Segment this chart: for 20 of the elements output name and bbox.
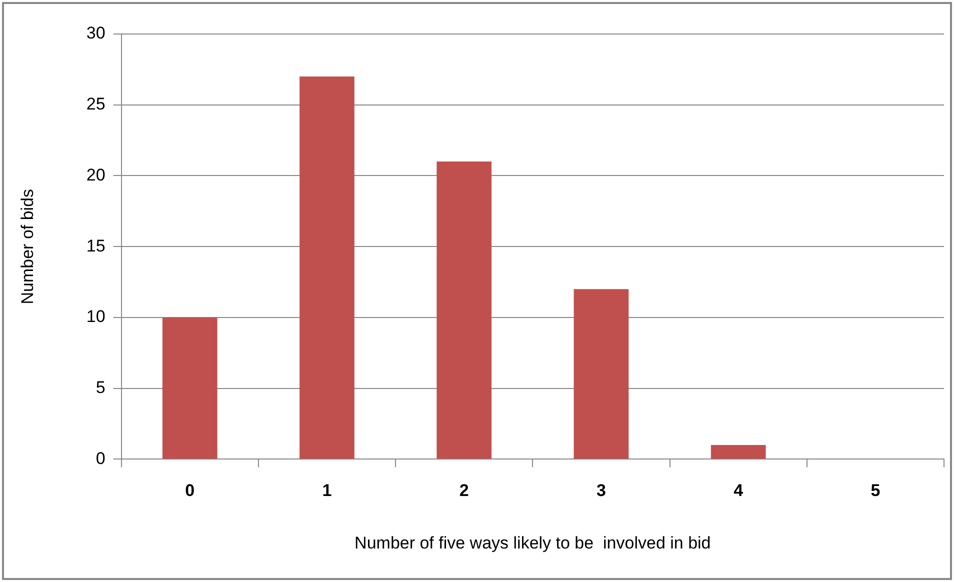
x-tick-label: 1 [322, 481, 332, 500]
bar [436, 162, 492, 459]
y-tick-label: 25 [86, 94, 106, 114]
x-tick-label: 2 [459, 481, 469, 500]
y-tick-label: 20 [86, 165, 106, 184]
y-tick-label: 10 [86, 307, 106, 326]
x-tick-label: 3 [596, 481, 606, 500]
y-tick-label: 5 [96, 378, 106, 398]
bar [710, 445, 766, 459]
x-tick-label: 5 [870, 481, 880, 500]
bar [300, 76, 354, 459]
y-tick-label: 15 [86, 236, 106, 256]
y-tick-label: 0 [96, 448, 106, 468]
x-tick-label: 0 [185, 481, 195, 500]
x-tick-label: 4 [734, 481, 744, 500]
y-axis-title: Number of bids [18, 188, 37, 304]
bar [574, 289, 629, 459]
y-tick-label: 30 [86, 24, 106, 43]
x-axis-title: Number of five ways likely to be involved in bid [354, 533, 711, 552]
bar [162, 317, 218, 459]
